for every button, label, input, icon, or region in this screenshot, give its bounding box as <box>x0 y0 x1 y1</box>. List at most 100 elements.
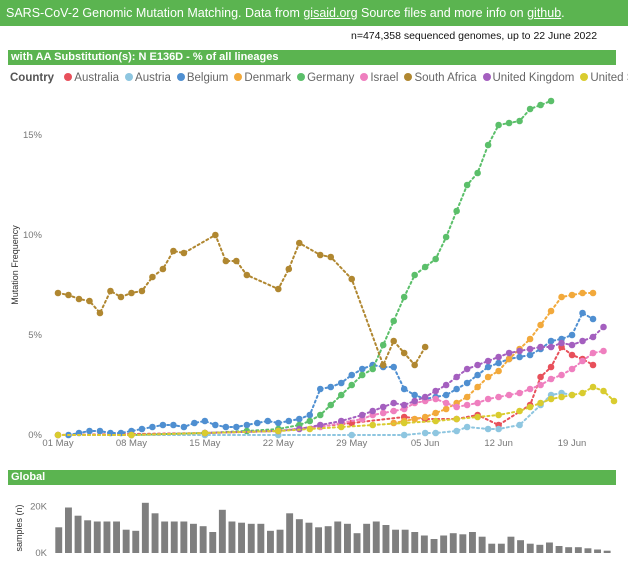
bar <box>267 530 274 553</box>
bar <box>411 532 419 553</box>
legend-item-south-africa[interactable]: South Africa <box>401 72 477 84</box>
series-line <box>203 326 605 434</box>
bar <box>141 502 149 553</box>
data-point <box>421 429 429 437</box>
data-point <box>222 423 230 431</box>
data-point <box>54 289 62 297</box>
series-line <box>67 311 594 436</box>
github-link[interactable]: github <box>527 6 562 20</box>
header-bar: SARS-CoV-2 Genomic Mutation Matching. Da… <box>0 0 628 26</box>
data-point <box>337 379 345 387</box>
data-point <box>474 383 481 391</box>
data-point <box>411 391 418 399</box>
legend-dot <box>64 73 73 81</box>
bar <box>74 515 82 553</box>
data-point <box>159 265 167 273</box>
data-point <box>432 417 439 425</box>
data-point <box>442 405 450 413</box>
data-point <box>86 427 93 435</box>
data-point <box>400 431 408 439</box>
data-point <box>275 285 282 293</box>
data-point <box>484 395 492 403</box>
global-y-tick-label: 20K <box>30 501 48 512</box>
data-point <box>579 389 586 397</box>
data-point <box>107 287 114 295</box>
data-point <box>358 365 366 373</box>
data-point <box>516 421 523 429</box>
bar <box>565 547 573 553</box>
bar <box>353 533 361 553</box>
data-point <box>400 293 408 301</box>
data-point <box>337 417 345 425</box>
data-point <box>243 421 251 429</box>
bar <box>315 527 322 553</box>
bar <box>392 529 399 553</box>
bar <box>247 523 255 553</box>
data-point <box>589 349 597 357</box>
data-point <box>254 419 261 427</box>
bar <box>65 507 72 553</box>
data-point <box>474 413 481 421</box>
data-point <box>589 383 597 391</box>
bar <box>93 521 101 553</box>
legend-label: Belgium <box>186 72 229 84</box>
data-point <box>537 321 544 329</box>
data-point <box>411 361 418 369</box>
legend-item-germany[interactable]: Germany <box>294 72 354 84</box>
legend-label: South Africa <box>414 72 477 84</box>
bar <box>286 513 294 553</box>
data-point <box>191 419 198 427</box>
bar <box>199 526 207 553</box>
bar <box>190 523 197 553</box>
data-point <box>75 295 83 303</box>
data-point <box>149 423 156 431</box>
data-point <box>170 421 177 429</box>
legend-item-belgium[interactable]: Belgium <box>174 72 229 84</box>
data-point <box>327 401 335 409</box>
data-point <box>358 411 366 419</box>
data-point <box>516 347 523 355</box>
data-point <box>547 363 555 371</box>
legend-item-israel[interactable]: Israel <box>357 72 398 84</box>
bar <box>420 535 428 553</box>
data-point <box>159 421 167 429</box>
series-germany <box>128 97 555 439</box>
y-axis-label: Mutation Frequency <box>10 225 20 305</box>
legend-dot <box>176 73 185 81</box>
bar <box>440 535 448 553</box>
data-point <box>463 393 471 401</box>
data-point <box>390 337 397 345</box>
data-point <box>589 333 597 341</box>
data-point <box>558 339 565 347</box>
legend-dot <box>234 73 243 81</box>
x-tick-label: 12 Jun <box>484 438 513 449</box>
data-point <box>432 409 439 417</box>
legend-dot <box>125 73 134 81</box>
legend-item-austria[interactable]: Austria <box>122 72 171 84</box>
data-point <box>379 409 387 417</box>
legend-item-australia[interactable]: Australia <box>61 72 119 84</box>
data-point <box>453 373 460 381</box>
data-point <box>537 343 544 351</box>
legend-dot <box>580 73 589 81</box>
bar <box>507 536 515 553</box>
data-point <box>568 331 576 339</box>
data-point <box>579 337 586 345</box>
data-point <box>316 411 324 419</box>
data-point <box>484 425 492 433</box>
x-tick-label: 19 Jun <box>558 438 587 449</box>
gisaid-link[interactable]: gisaid.org <box>303 6 358 20</box>
data-point <box>170 247 177 255</box>
global-y-axis-label: samples (n) <box>14 504 24 551</box>
legend-item-united-states[interactable]: United States <box>577 72 628 84</box>
series-united-states <box>54 383 618 439</box>
legend-item-denmark[interactable]: Denmark <box>231 72 291 84</box>
data-point <box>516 117 523 125</box>
data-point <box>390 317 397 325</box>
legend-item-united-kingdom[interactable]: United Kingdom <box>480 72 574 84</box>
data-point <box>442 233 450 241</box>
bar <box>161 521 169 553</box>
data-point <box>295 415 303 423</box>
data-point <box>337 423 345 431</box>
data-point <box>285 265 293 273</box>
